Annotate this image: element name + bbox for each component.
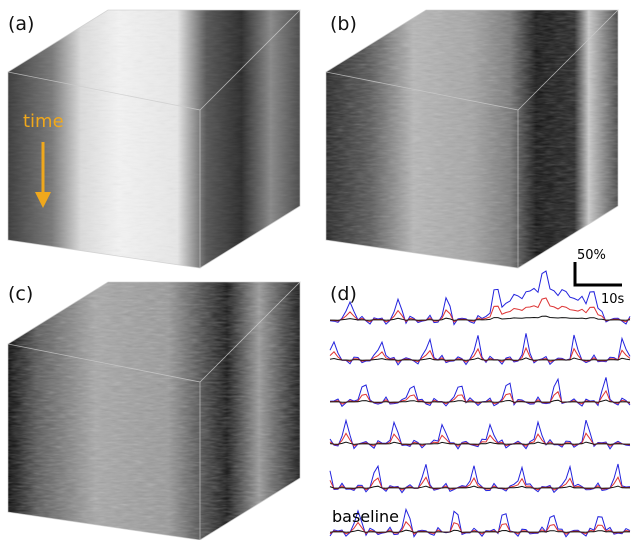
trace: [330, 358, 630, 361]
cube-noise: [8, 10, 300, 268]
volume-renderings: [8, 10, 618, 540]
figure: (a) (b) (c) (d) time 50% 10s baseline: [0, 0, 633, 540]
panel-label: (d): [330, 283, 357, 305]
scale-bar: [575, 262, 622, 285]
scale-bar-vertical: 50%: [577, 248, 606, 263]
time-annotation: time: [23, 111, 64, 132]
panel-label: (b): [330, 13, 357, 35]
cube-noise: [8, 282, 300, 540]
cube: [8, 10, 300, 268]
scale-bar-horizontal: 10s: [601, 292, 625, 307]
baseline-label: baseline: [332, 507, 399, 526]
cube-noise: [326, 10, 618, 268]
cube: [326, 10, 618, 268]
traces: [330, 271, 630, 537]
panel-label: (a): [8, 13, 34, 35]
panel-label: (c): [8, 283, 33, 305]
cube: [8, 282, 300, 540]
trace: [330, 271, 630, 324]
